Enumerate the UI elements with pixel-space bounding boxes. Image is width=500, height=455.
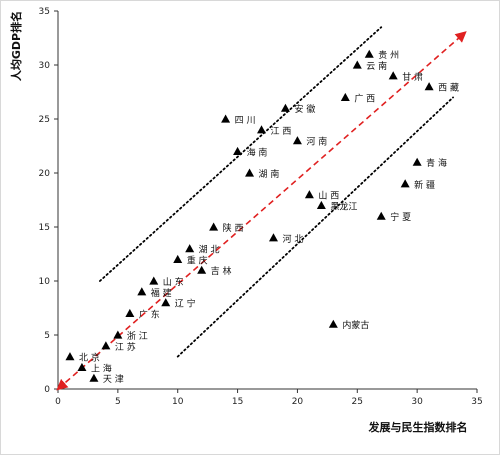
data-point-marker [221,114,231,123]
data-point-marker [376,211,386,220]
y-tick-label: 0 [44,385,50,395]
y-tick-label: 15 [39,223,50,233]
y-tick-label: 30 [39,61,51,71]
data-point-label: 甘 肃 [402,71,423,83]
x-tick-label: 35 [471,397,482,407]
data-point-marker [209,222,219,231]
y-axis-title: 人均GDP排名 [9,11,23,81]
data-point-marker [137,287,147,296]
data-point-label: 云 南 [366,60,387,72]
y-tick-label: 20 [39,169,51,179]
data-point-marker [101,341,111,350]
data-point-label: 河 南 [306,136,327,148]
band-boundary-line [176,96,454,358]
data-point-label: 贵 州 [378,49,399,61]
data-point-marker [89,373,99,382]
x-tick-label: 20 [292,397,304,407]
data-point-marker [173,254,183,263]
data-point-marker [352,60,362,69]
data-point-label: 四 川 [235,116,256,126]
data-point-marker [125,308,135,317]
data-point-label: 天 津 [103,374,124,385]
diagonal-reference-line [56,31,467,391]
data-point-marker [149,276,159,285]
data-point-marker [316,200,326,209]
data-point-label: 陕 西 [223,222,244,234]
data-point-label: 福 建 [151,287,172,299]
data-point-label: 山 西 [318,191,339,202]
data-point-label: 江 苏 [115,341,136,353]
y-tick-label: 35 [39,7,50,17]
data-point-marker [388,71,398,80]
data-point-marker [233,146,243,155]
y-tick-label: 10 [39,277,51,287]
data-point-marker [340,92,350,101]
point-labels: 北 京上 海天 津 江 苏浙 江 广 东 福 建山 东辽 宁 重 庆湖 北吉 林 陕 西 四… [79,49,459,385]
data-point-marker [161,298,171,307]
data-point-label: 北 京 [79,352,100,364]
data-point-marker [257,125,267,134]
data-point-label: 辽 宁 [175,298,196,310]
data-point-label: 重 庆 [187,254,208,266]
data-point-marker [412,157,422,166]
data-point-label: 吉 林 [211,265,232,277]
data-point-marker [292,136,302,145]
data-point-label: 西 藏 [438,82,459,94]
y-tick-label: 25 [39,115,50,125]
x-axis-title: 发展与民生指数排名 [368,420,468,434]
data-point-marker [424,82,434,91]
data-point-marker [245,168,255,177]
x-tick-label: 5 [115,397,121,407]
data-point-label: 浙 江 [127,330,148,342]
data-point-marker [185,244,195,253]
data-point-marker [280,103,290,112]
data-point-label: 黑龙江 [330,200,357,212]
data-point-label: 海 南 [247,146,268,158]
x-tick-label: 25 [352,397,363,407]
data-point-label: 山 东 [163,276,184,288]
x-tick-label: 30 [411,397,423,407]
data-point-label: 河 北 [282,233,303,245]
data-point-marker [304,190,314,199]
data-point-label: 上 海 [91,362,112,374]
y-tick-label: 5 [44,331,50,341]
data-point-marker [268,233,278,242]
data-point-label: 安 徽 [294,103,315,115]
data-point-label: 青 海 [426,157,447,169]
data-point-marker [400,179,410,188]
data-point-label: 广 西 [354,92,375,104]
x-tick-label: 15 [232,397,243,407]
data-point-label: 江 西 [271,126,292,137]
data-points [65,49,434,382]
data-point-marker [364,49,374,58]
data-point-label: 新 疆 [414,179,435,191]
data-point-marker [197,265,207,274]
data-point-label: 湖 南 [259,168,280,180]
data-point-marker [77,362,87,371]
x-tick-label: 10 [172,397,184,407]
data-point-label: 宁 夏 [390,211,411,223]
data-point-marker [328,319,338,328]
data-point-marker [65,352,75,361]
data-point-label: 湖 北 [199,245,220,256]
data-point-label: 内蒙古 [342,319,369,331]
data-point-marker [113,330,123,339]
x-tick-label: 0 [55,397,61,407]
data-point-label: 广 东 [139,308,160,320]
